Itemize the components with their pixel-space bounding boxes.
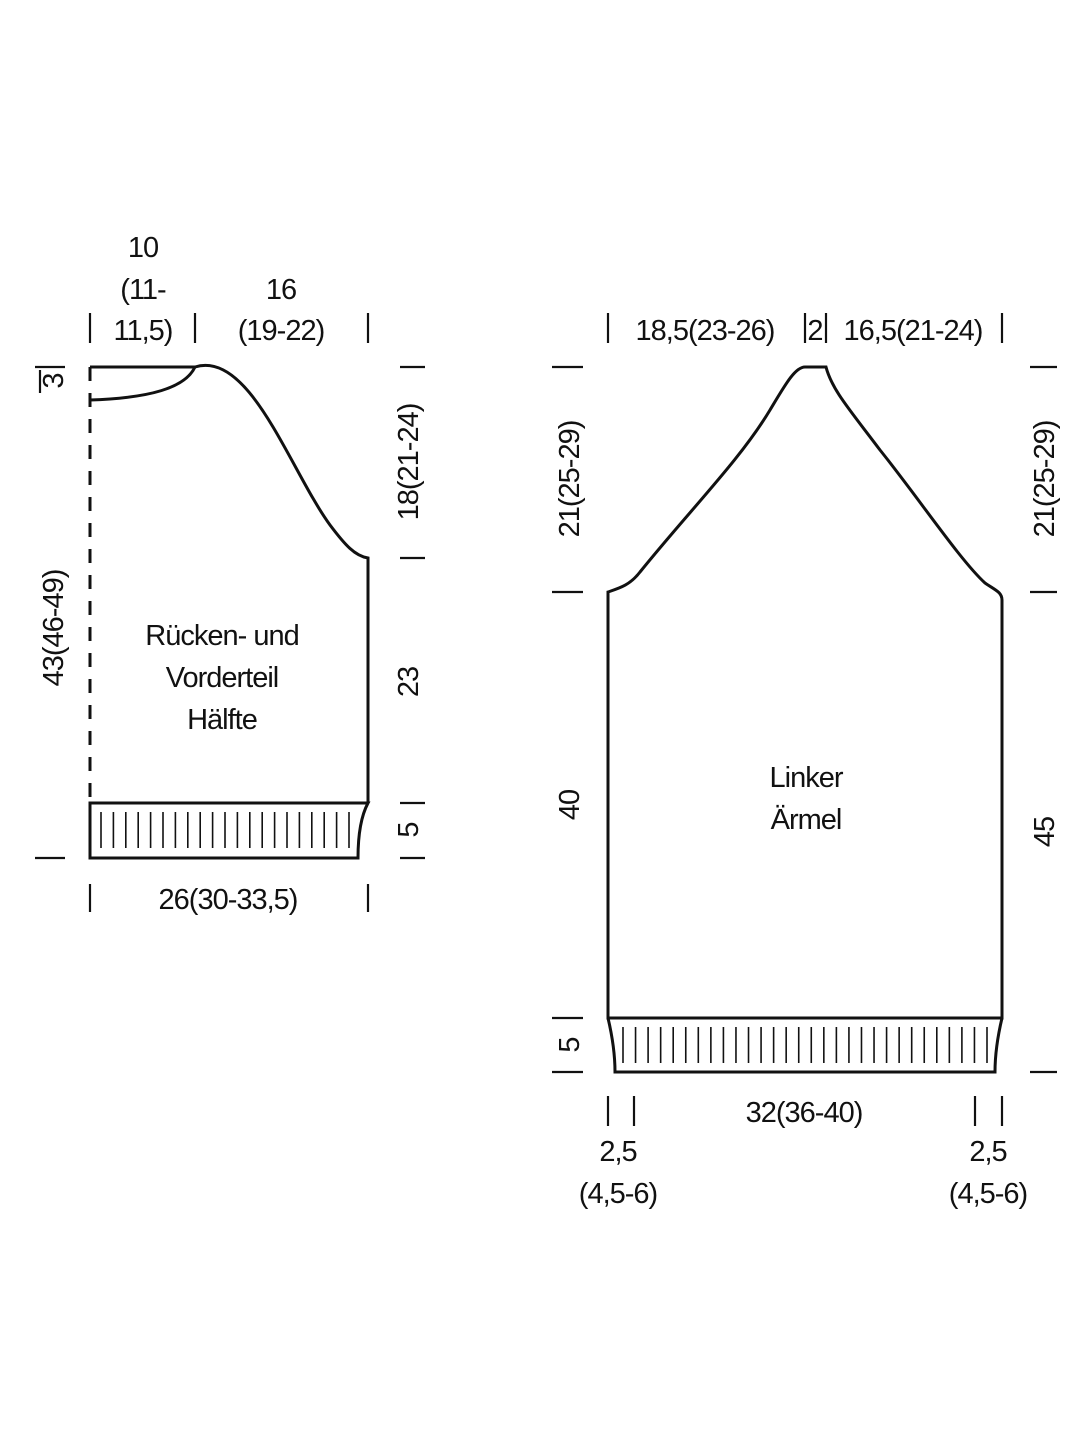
rib-lines: [622, 1027, 988, 1063]
dimension: 2: [807, 315, 822, 347]
piece-label: Linker: [770, 762, 844, 794]
neckline: [89, 366, 197, 402]
dimension: 5: [393, 822, 425, 837]
dimension: (19-22): [238, 315, 325, 347]
dimension: 18(21-24): [393, 404, 425, 521]
dimension: 21(25-29): [554, 421, 586, 538]
dimension: (11-: [120, 274, 166, 306]
dimension: 16,5(21-24): [844, 315, 983, 347]
sleeve-piece: [606, 365, 1004, 1074]
dimension: 3: [38, 373, 70, 388]
body-piece: [88, 363, 371, 860]
dimension: 11,5): [114, 315, 173, 347]
rib-lines: [100, 812, 350, 848]
piece-label: Rücken- und: [145, 620, 298, 652]
sleeve-outline: [606, 365, 1004, 1020]
piece-label: Hälfte: [187, 704, 257, 736]
dimension: 2,5: [599, 1136, 636, 1168]
dimension: 21(25-29): [1029, 421, 1061, 538]
armhole: [194, 363, 370, 803]
dimension: 32(36-40): [746, 1097, 863, 1129]
dimension: 45: [1029, 817, 1061, 847]
dimension: 18,5(23-26): [636, 315, 775, 347]
dimension: (4,5-6): [579, 1178, 657, 1210]
dimension: 5: [554, 1037, 586, 1052]
piece-label: Ärmel: [771, 804, 842, 836]
piece-label: Vorderteil: [166, 662, 279, 694]
dimension: (4,5-6): [949, 1178, 1027, 1210]
dimension: 23: [393, 667, 425, 697]
dimension: 10: [128, 232, 158, 264]
rib: [88, 801, 371, 860]
dimension: 16: [266, 274, 296, 306]
ticks: [35, 313, 1057, 1126]
dimension: 2,5: [969, 1136, 1006, 1168]
dimension: 43(46-49): [38, 570, 70, 687]
cuff: [606, 1017, 1004, 1074]
dimension: 40: [554, 790, 586, 820]
dimension: 26(30-33,5): [159, 884, 298, 916]
